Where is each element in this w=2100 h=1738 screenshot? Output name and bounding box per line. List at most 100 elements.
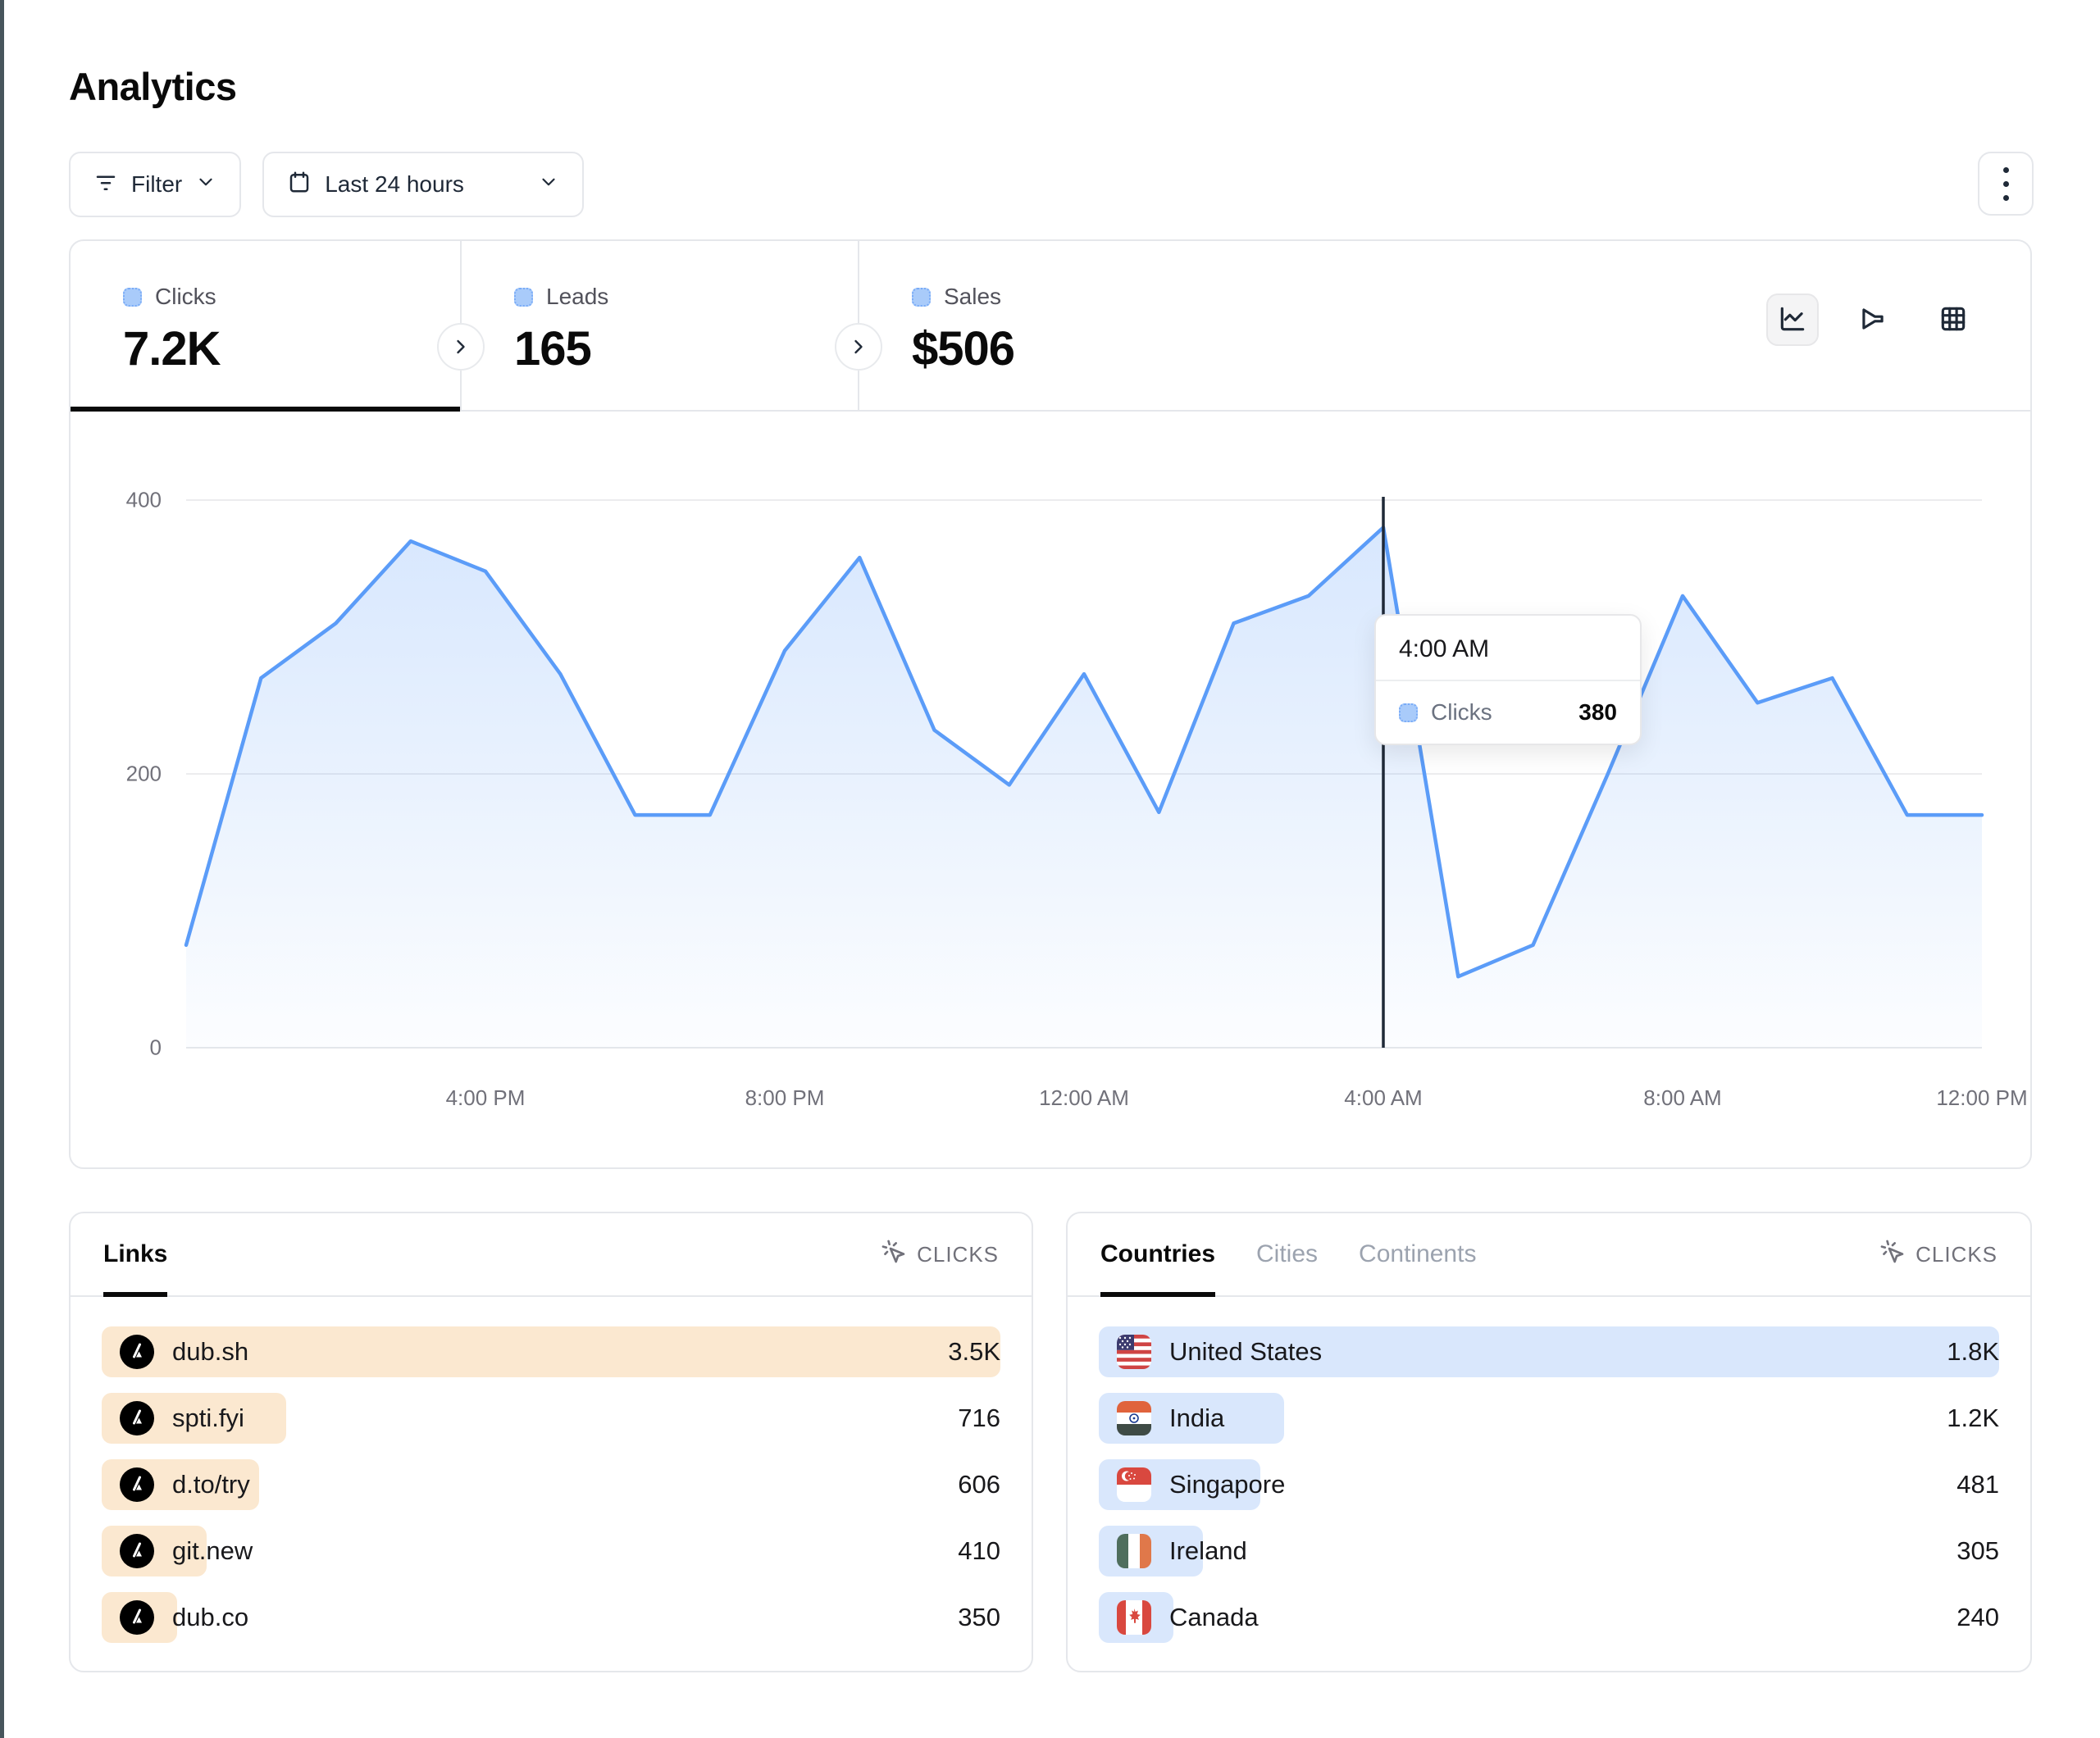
list-item-ireland[interactable]: Ireland 305 — [1099, 1526, 1999, 1576]
singapore-flag-icon — [1117, 1467, 1151, 1502]
area-fill — [186, 527, 1982, 1048]
dub-logo-icon — [120, 1534, 154, 1568]
active-stat-underline — [71, 407, 460, 412]
stat-tab-sales[interactable]: Sales $506 — [859, 241, 2030, 410]
countries-metric[interactable]: CLICKS — [1879, 1239, 1998, 1271]
chart-type-switcher — [1766, 293, 1979, 346]
row-value: 1.2K — [1947, 1404, 1999, 1432]
row-value: 606 — [958, 1470, 1000, 1499]
row-value: 240 — [1957, 1603, 1999, 1631]
dub-logo-icon — [120, 1401, 154, 1435]
clicks-area-chart[interactable]: 0 200 400 4:00 PM 8:00 PM 12:00 AM 4:00 AM 8:00… — [126, 461, 2028, 1287]
countries-rows: United States 1.8K India 1.2K Singapore 481 Ir… — [1099, 1326, 1999, 1658]
value-bar — [1099, 1326, 1999, 1377]
row-value: 305 — [1957, 1536, 1999, 1565]
kebab-icon — [2002, 166, 2009, 173]
window-edge — [0, 0, 4, 1738]
list-item-canada[interactable]: Canada 240 — [1099, 1592, 1999, 1643]
toolbar: Filter Last 24 hours — [69, 152, 585, 217]
x-axis-label: 12:00 PM — [1936, 1085, 2028, 1110]
india-flag-icon — [1117, 1401, 1151, 1435]
chevron-down-icon — [195, 171, 216, 198]
line-chart-icon — [1777, 303, 1808, 337]
legend-chip — [912, 287, 931, 307]
row-label: United States — [1169, 1337, 1323, 1366]
line-chart-view-button[interactable] — [1766, 293, 1819, 346]
row-value: 481 — [1957, 1470, 1999, 1499]
row-label: git.new — [172, 1536, 253, 1565]
stat-tab-leads[interactable]: Leads 165 — [462, 241, 859, 410]
legend-chip — [123, 287, 142, 307]
row-value: 350 — [958, 1603, 1000, 1631]
row-label: dub.sh — [172, 1337, 249, 1366]
links-rows: dub.sh 3.5K spti.fyi 716 d.to/try 606 git.new 4… — [102, 1326, 1000, 1658]
row-label: Ireland — [1169, 1536, 1247, 1565]
countries-tab-cities[interactable]: Cities — [1256, 1213, 1318, 1295]
countries-metric-label: CLICKS — [1916, 1241, 1998, 1267]
list-item-dub-sh[interactable]: dub.sh 3.5K — [102, 1326, 1000, 1377]
countries-tab-countries[interactable]: Countries — [1100, 1213, 1216, 1297]
tab-label: Cities — [1256, 1240, 1319, 1267]
canada-flag-icon — [1117, 1600, 1151, 1635]
tooltip-value: 380 — [1578, 699, 1617, 725]
stat-value: 7.2K — [123, 322, 221, 375]
value-bar — [102, 1326, 1000, 1377]
active-tab-underline — [103, 1292, 168, 1297]
table-grid-icon — [1938, 303, 1969, 337]
row-value: 410 — [958, 1536, 1000, 1565]
chevron-right-icon — [457, 339, 465, 354]
x-axis-label: 8:00 PM — [745, 1085, 825, 1110]
value-bar — [102, 1526, 207, 1576]
stat-tab-clicks[interactable]: Clicks 7.2K — [71, 241, 462, 412]
filter-button-label: Filter — [131, 171, 183, 197]
row-label: d.to/try — [172, 1470, 250, 1499]
list-item-united-states[interactable]: United States 1.8K — [1099, 1326, 1999, 1377]
date-range-button[interactable]: Last 24 hours — [262, 152, 585, 217]
tooltip-time: 4:00 AM — [1399, 635, 1490, 662]
list-item-d-to-try[interactable]: d.to/try 606 — [102, 1459, 1000, 1510]
countries-tab-continents[interactable]: Continents — [1359, 1213, 1476, 1295]
calendar-icon — [287, 170, 312, 200]
funnel-chart-view-button[interactable] — [1847, 293, 1899, 346]
list-item-singapore[interactable]: Singapore 481 — [1099, 1459, 1999, 1510]
row-label: dub.co — [172, 1603, 249, 1631]
more-options-button[interactable] — [1978, 152, 2034, 216]
links-metric-label: CLICKS — [917, 1241, 999, 1267]
tab-label: Continents — [1359, 1240, 1477, 1267]
row-label: Singapore — [1169, 1470, 1286, 1499]
row-label: India — [1169, 1404, 1225, 1432]
list-item-dub-co[interactable]: dub.co 350 — [102, 1592, 1000, 1643]
x-axis-label: 4:00 AM — [1344, 1085, 1423, 1110]
y-axis-label: 0 — [149, 1035, 162, 1060]
legend-chip — [514, 287, 533, 307]
x-axis-label: 8:00 AM — [1643, 1085, 1722, 1110]
stat-label: Leads — [546, 284, 609, 309]
links-tabs: Links — [103, 1213, 168, 1297]
stats-row: Clicks 7.2K Leads 165 Sales $506 — [71, 241, 2030, 412]
chevron-right-icon — [854, 339, 863, 354]
date-range-label: Last 24 hours — [325, 171, 464, 197]
table-grid-view-button[interactable] — [1927, 293, 1979, 346]
list-item-git-new[interactable]: git.new 410 — [102, 1526, 1000, 1576]
links-tab-links[interactable]: Links — [103, 1213, 168, 1297]
x-axis-label: 4:00 PM — [445, 1085, 526, 1110]
row-value: 716 — [958, 1404, 1000, 1432]
analytics-card: Clicks 7.2K Leads 165 Sales $506 0 200 400 4:00 … — [69, 239, 2032, 1169]
y-axis-label: 200 — [125, 761, 162, 786]
list-item-spti-fyi[interactable]: spti.fyi 716 — [102, 1393, 1000, 1444]
dub-logo-icon — [120, 1335, 154, 1369]
chart-tooltip: 4:00 AM Clicks 380 — [1374, 614, 1642, 745]
y-axis-label: 400 — [125, 487, 162, 512]
expand-clicks-button[interactable] — [437, 323, 485, 371]
clicks-line — [184, 525, 1984, 979]
cursor-click-icon — [1879, 1239, 1906, 1271]
dub-logo-icon — [120, 1600, 154, 1635]
filter-button[interactable]: Filter — [69, 152, 242, 217]
row-value: 3.5K — [948, 1337, 1000, 1366]
clicks-legend-chip — [1399, 703, 1418, 722]
us-flag-icon — [1117, 1335, 1151, 1369]
expand-leads-button[interactable] — [835, 323, 882, 371]
links-metric[interactable]: CLICKS — [881, 1239, 999, 1271]
list-item-india[interactable]: India 1.2K — [1099, 1393, 1999, 1444]
row-value: 1.8K — [1947, 1337, 1999, 1366]
